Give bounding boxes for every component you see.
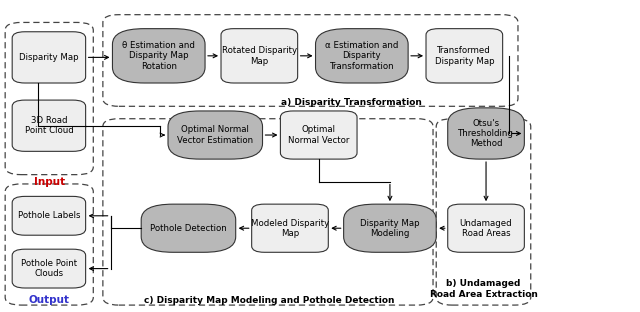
Text: 3D Road
Point Cloud: 3D Road Point Cloud xyxy=(24,116,74,135)
Text: Disparity Map: Disparity Map xyxy=(19,53,79,62)
FancyBboxPatch shape xyxy=(426,29,502,83)
FancyBboxPatch shape xyxy=(12,249,86,288)
Text: Output: Output xyxy=(29,295,70,305)
Text: Pothole Detection: Pothole Detection xyxy=(150,224,227,233)
Text: Disparity Map
Modeling: Disparity Map Modeling xyxy=(360,218,420,238)
FancyBboxPatch shape xyxy=(141,204,236,252)
Text: Rotated Disparity
Map: Rotated Disparity Map xyxy=(222,46,297,66)
Text: Transformed
Disparity Map: Transformed Disparity Map xyxy=(435,46,494,66)
FancyBboxPatch shape xyxy=(252,204,328,252)
FancyBboxPatch shape xyxy=(113,29,205,83)
FancyBboxPatch shape xyxy=(12,32,86,83)
Text: Pothole Point
Clouds: Pothole Point Clouds xyxy=(21,259,77,278)
FancyBboxPatch shape xyxy=(448,108,524,159)
Text: a) Disparity Transformation: a) Disparity Transformation xyxy=(282,98,422,107)
Text: Pothole Labels: Pothole Labels xyxy=(18,211,80,220)
FancyBboxPatch shape xyxy=(280,111,357,159)
Text: Otsu's
Thresholding
Method: Otsu's Thresholding Method xyxy=(458,119,514,149)
Text: Optimal Normal
Vector Estimation: Optimal Normal Vector Estimation xyxy=(177,125,253,145)
Text: Undamaged
Road Areas: Undamaged Road Areas xyxy=(460,218,513,238)
FancyBboxPatch shape xyxy=(448,204,524,252)
FancyBboxPatch shape xyxy=(12,100,86,151)
Text: α Estimation and
Disparity
Transformation: α Estimation and Disparity Transformatio… xyxy=(325,41,399,71)
FancyBboxPatch shape xyxy=(316,29,408,83)
FancyBboxPatch shape xyxy=(221,29,298,83)
Text: b) Undamaged
Road Area Extraction: b) Undamaged Road Area Extraction xyxy=(429,279,538,299)
FancyBboxPatch shape xyxy=(12,196,86,235)
Text: Modeled Disparity
Map: Modeled Disparity Map xyxy=(251,218,329,238)
FancyBboxPatch shape xyxy=(168,111,262,159)
FancyBboxPatch shape xyxy=(344,204,436,252)
Text: Optimal
Normal Vector: Optimal Normal Vector xyxy=(288,125,349,145)
Text: θ Estimation and
Disparity Map
Rotation: θ Estimation and Disparity Map Rotation xyxy=(122,41,195,71)
Text: Input: Input xyxy=(34,178,65,188)
Text: c) Disparity Map Modeling and Pothole Detection: c) Disparity Map Modeling and Pothole De… xyxy=(143,296,394,305)
